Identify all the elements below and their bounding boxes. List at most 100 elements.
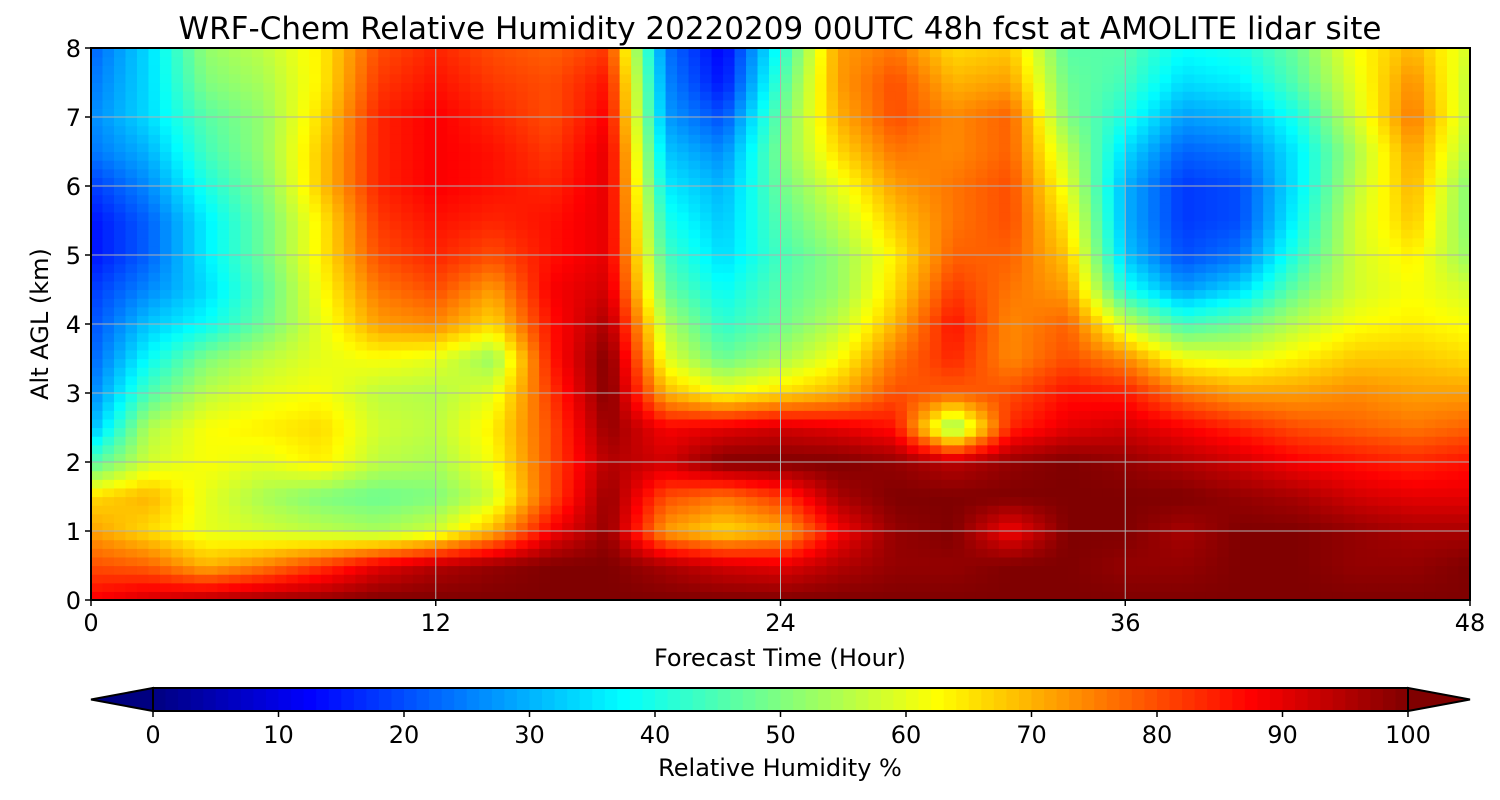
- heatmap-cell: [1010, 462, 1023, 472]
- heatmap-cell: [470, 332, 483, 342]
- heatmap-cell: [355, 315, 368, 325]
- heatmap-cell: [1447, 401, 1460, 411]
- heatmap-cell: [1343, 358, 1356, 368]
- heatmap-cell: [1079, 341, 1092, 351]
- heatmap-cell: [711, 582, 724, 592]
- heatmap-cell: [608, 444, 621, 454]
- heatmap-cell: [1148, 246, 1161, 256]
- heatmap-cell: [125, 367, 138, 377]
- heatmap-cell: [171, 324, 184, 334]
- heatmap-cell: [608, 539, 621, 549]
- heatmap-cell: [1113, 315, 1126, 325]
- heatmap-cell: [1033, 487, 1046, 498]
- heatmap-cell: [1412, 556, 1425, 567]
- heatmap-cell: [1033, 582, 1046, 592]
- heatmap-cell: [803, 531, 816, 541]
- heatmap-cell: [1355, 367, 1368, 377]
- heatmap-cell: [194, 436, 207, 446]
- heatmap-cell: [619, 384, 632, 394]
- heatmap-cell: [366, 462, 379, 472]
- heatmap-cell: [1056, 548, 1069, 558]
- heatmap-cell: [1297, 410, 1310, 420]
- heatmap-cell: [964, 505, 977, 515]
- heatmap-cell: [1205, 436, 1218, 446]
- heatmap-cell: [998, 462, 1011, 472]
- heatmap-cell: [539, 427, 552, 437]
- heatmap-cell: [355, 306, 368, 316]
- heatmap-cell: [872, 436, 885, 446]
- heatmap-cell: [998, 574, 1011, 584]
- heatmap-cell: [860, 280, 874, 291]
- heatmap-cell: [412, 453, 425, 463]
- heatmap-cell: [711, 237, 724, 247]
- heatmap-cell: [1263, 462, 1276, 472]
- heatmap-cell: [1366, 427, 1379, 437]
- heatmap-cell: [1458, 539, 1471, 549]
- heatmap-cell: [608, 565, 621, 575]
- heatmap-cell: [734, 272, 747, 282]
- heatmap-cell: [1251, 496, 1264, 506]
- heatmap-cell: [1424, 324, 1437, 334]
- heatmap-cell: [711, 531, 724, 541]
- heatmap-cell: [1263, 358, 1276, 368]
- heatmap-cell: [1389, 470, 1402, 480]
- heatmap-cell: [769, 401, 782, 411]
- heatmap-cell: [332, 591, 345, 601]
- heatmap-cell: [1102, 479, 1115, 489]
- heatmap-cell: [1056, 487, 1069, 498]
- heatmap-cell: [654, 436, 667, 446]
- heatmap-cell: [297, 349, 310, 360]
- heatmap-cell: [872, 272, 885, 282]
- heatmap-cell: [964, 418, 977, 429]
- heatmap-cell: [998, 436, 1011, 446]
- heatmap-cell: [1067, 444, 1080, 454]
- heatmap-cell: [378, 410, 391, 420]
- heatmap-cell: [1090, 246, 1103, 256]
- heatmap-cell: [1366, 272, 1379, 282]
- heatmap-cell: [481, 375, 494, 385]
- heatmap-cell: [136, 574, 150, 584]
- heatmap-cell: [447, 582, 460, 592]
- heatmap-cell: [274, 349, 287, 360]
- heatmap-cell: [102, 444, 115, 454]
- heatmap-cell: [700, 453, 713, 463]
- heatmap-cell: [1297, 427, 1310, 437]
- heatmap-cell: [309, 539, 322, 549]
- heatmap-cell: [1194, 246, 1207, 256]
- heatmap-cell: [447, 565, 460, 575]
- heatmap-cell: [1021, 444, 1034, 454]
- heatmap-cell: [435, 384, 448, 394]
- heatmap-cell: [688, 289, 701, 299]
- heatmap-cell: [412, 513, 425, 523]
- heatmap-cell: [1079, 436, 1092, 446]
- heatmap-cell: [723, 556, 736, 567]
- heatmap-cell: [631, 531, 644, 541]
- heatmap-cell: [619, 453, 632, 463]
- heatmap-cell: [1343, 487, 1356, 498]
- heatmap-cell: [918, 591, 931, 601]
- heatmap-cell: [1240, 367, 1253, 377]
- heatmap-cell: [1125, 349, 1138, 360]
- heatmap-cell: [837, 444, 851, 454]
- heatmap-cell: [665, 556, 678, 567]
- heatmap-cell: [1033, 565, 1046, 575]
- heatmap-cell: [194, 358, 207, 368]
- heatmap-cell: [952, 246, 965, 256]
- heatmap-cell: [585, 548, 598, 558]
- heatmap-cell: [1435, 548, 1448, 558]
- heatmap-cell: [562, 280, 575, 291]
- heatmap-cell: [631, 462, 644, 472]
- heatmap-cell: [378, 574, 391, 584]
- heatmap-cell: [251, 263, 264, 273]
- heatmap-cell: [1251, 531, 1264, 541]
- heatmap-cell: [1044, 436, 1057, 446]
- heatmap-cell: [1332, 565, 1345, 575]
- heatmap-cell: [297, 436, 310, 446]
- heatmap-cell: [734, 574, 747, 584]
- heatmap-cell: [458, 393, 471, 403]
- heatmap-cell: [1125, 531, 1138, 541]
- heatmap-cell: [102, 565, 115, 575]
- heatmap-cell: [791, 263, 805, 273]
- heatmap-cell: [1079, 591, 1092, 601]
- heatmap-cell: [504, 298, 517, 308]
